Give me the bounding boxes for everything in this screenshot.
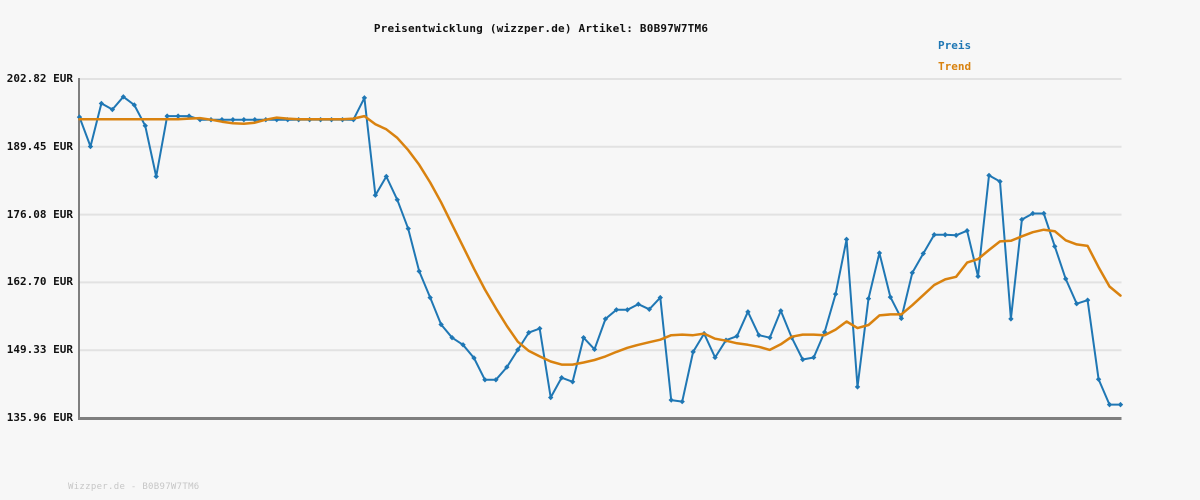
price-point-marker — [1030, 210, 1036, 217]
price-point-marker — [98, 100, 105, 107]
price-point-marker — [76, 114, 83, 120]
price-point-marker — [898, 315, 905, 322]
price-point-marker — [416, 268, 422, 274]
price-point-marker — [1052, 243, 1058, 250]
price-point-marker — [887, 294, 894, 300]
price-point-marker — [1084, 297, 1091, 303]
price-point-marker — [383, 173, 390, 180]
price-point-marker — [876, 250, 883, 256]
price-point-marker — [1019, 216, 1025, 223]
price-point-marker — [1106, 401, 1113, 408]
price-point-marker — [635, 301, 642, 307]
price-point-marker — [1117, 401, 1124, 408]
watermark-text: Wizzper.de - B0B97W7TM6 — [68, 482, 200, 492]
price-point-marker — [854, 384, 861, 390]
y-tick-label: 202.82 EUR — [6, 72, 73, 85]
price-point-marker — [1041, 210, 1047, 217]
price-point-marker — [131, 102, 137, 108]
price-point-marker — [843, 236, 850, 243]
price-point-marker — [810, 354, 817, 361]
price-point-marker — [734, 333, 740, 339]
price-point-marker — [832, 291, 839, 297]
price-point-marker — [767, 334, 773, 341]
price-point-marker — [361, 95, 368, 101]
price-point-marker — [1095, 376, 1102, 382]
price-point-marker — [646, 306, 653, 312]
price-point-marker — [1063, 276, 1069, 282]
price-point-marker — [756, 332, 762, 338]
price-point-marker — [679, 398, 685, 405]
price-point-marker — [230, 116, 236, 123]
price-point-marker — [591, 346, 598, 353]
price-point-marker — [471, 355, 477, 361]
price-point-marker — [569, 379, 576, 385]
y-tick-label: 176.08 EUR — [6, 207, 73, 221]
price-point-marker — [931, 232, 937, 238]
price-point-marker — [405, 225, 411, 232]
price-point-marker — [778, 308, 784, 314]
price-point-marker — [449, 334, 455, 341]
price-point-marker — [745, 309, 751, 315]
price-point-marker — [1008, 316, 1014, 322]
price-point-marker — [515, 347, 521, 353]
price-point-marker — [580, 334, 587, 341]
legend-item-trend: Trend — [938, 60, 972, 73]
price-point-marker — [690, 349, 696, 355]
price-point-marker — [986, 172, 992, 179]
price-point-marker — [964, 228, 970, 234]
price-point-marker — [493, 377, 499, 383]
price-point-marker — [153, 173, 159, 180]
y-tick-label: 189.45 EUR — [6, 139, 73, 153]
price-point-marker — [120, 94, 127, 100]
price-point-marker — [175, 113, 181, 119]
price-point-marker — [657, 294, 663, 301]
price-point-marker — [942, 232, 948, 238]
price-point-marker — [427, 294, 433, 301]
price-point-marker — [712, 354, 718, 361]
price-point-marker — [87, 143, 94, 150]
price-point-marker — [142, 123, 148, 129]
price-point-marker — [526, 329, 532, 336]
price-point-marker — [252, 116, 258, 123]
price-point-marker — [504, 364, 510, 370]
y-tick-label: 162.70 EUR — [6, 275, 73, 289]
price-point-marker — [547, 394, 554, 401]
price-point-marker — [394, 197, 400, 203]
price-point-marker — [865, 295, 872, 302]
price-point-marker — [558, 375, 565, 381]
price-point-marker — [909, 270, 915, 276]
price-point-marker — [800, 356, 806, 363]
legend-item-preis: Preis — [938, 39, 972, 52]
chart-title: Preisentwicklung (wizzper.de) Artikel: B… — [373, 22, 709, 35]
price-point-marker — [537, 325, 543, 332]
price-point-marker — [438, 321, 444, 328]
y-tick-label: 149.33 EUR — [6, 343, 73, 357]
price-point-marker — [109, 106, 116, 113]
chart-legend: Preis Trend — [938, 40, 971, 82]
trend-line — [78, 114, 1122, 366]
price-point-marker — [482, 377, 488, 383]
price-point-marker — [372, 192, 379, 198]
y-tick-label: 135.96 EUR — [6, 411, 73, 424]
y-axis-labels: 202.82 EUR 189.45 EUR 176.08 EUR 162.70 EUR… — [0, 0, 75, 500]
price-point-marker — [624, 307, 631, 313]
price-point-marker — [613, 307, 620, 313]
price-point-marker — [241, 116, 247, 123]
price-point-marker — [164, 113, 170, 119]
price-point-marker — [602, 316, 609, 322]
price-point-marker — [920, 250, 926, 257]
price-point-marker — [953, 232, 959, 238]
price-point-marker — [1073, 301, 1080, 307]
price-point-marker — [997, 178, 1003, 185]
price-point-marker — [975, 273, 981, 280]
price-point-marker — [460, 342, 466, 348]
price-point-marker — [668, 397, 674, 403]
price-point-marker — [186, 113, 192, 119]
